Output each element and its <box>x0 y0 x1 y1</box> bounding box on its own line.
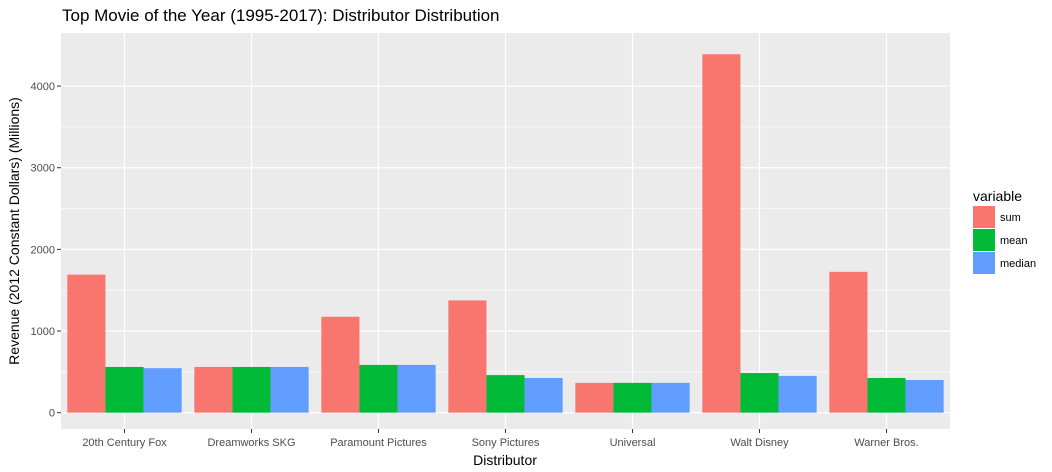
bar-median <box>270 366 309 413</box>
bar-mean <box>232 366 271 413</box>
x-axis-title: Distributor <box>473 452 537 468</box>
bar-mean <box>740 373 779 413</box>
legend-key-median <box>973 252 995 274</box>
legend-label-mean: mean <box>1000 235 1028 247</box>
bar-mean <box>359 364 398 413</box>
legend-key-sum <box>973 206 995 228</box>
x-tick-label: Paramount Pictures <box>330 437 427 449</box>
y-tick-label: 2000 <box>31 244 55 256</box>
bar-sum <box>448 300 487 413</box>
bar-mean <box>867 377 906 413</box>
legend-label-median: median <box>1000 258 1036 270</box>
legend-title: variable <box>973 188 1022 204</box>
chart-title: Top Movie of the Year (1995-2017): Distr… <box>62 6 500 25</box>
bar-median <box>778 375 817 413</box>
x-tick-label: Universal <box>610 437 656 449</box>
y-tick-label: 4000 <box>31 81 55 93</box>
legend-label-sum: sum <box>1000 212 1021 224</box>
bar-sum <box>194 366 233 413</box>
bar-median <box>905 380 944 413</box>
bar-sum <box>829 271 868 413</box>
x-tick-label: 20th Century Fox <box>82 437 167 449</box>
bar-median <box>524 377 563 413</box>
y-axis-title: Revenue (2012 Constant Dollars) (Million… <box>6 97 22 365</box>
bar-mean <box>486 375 525 413</box>
bar-sum <box>321 316 360 413</box>
bar-mean <box>613 382 652 413</box>
bar-mean <box>105 366 144 413</box>
y-tick-label: 3000 <box>31 163 55 175</box>
x-tick-label: Sony Pictures <box>472 437 540 449</box>
y-tick-label: 0 <box>49 408 55 420</box>
x-tick-label: Warner Bros. <box>854 437 918 449</box>
bar-sum <box>67 274 106 413</box>
x-tick-label: Dreamworks SKG <box>207 437 295 449</box>
legend: variable sum mean median <box>973 188 1036 274</box>
x-tick-label: Walt Disney <box>730 437 789 449</box>
legend-key-mean <box>973 229 995 251</box>
bar-sum <box>702 54 741 413</box>
bar-median <box>143 368 182 413</box>
bar-median <box>651 382 690 413</box>
bar-sum <box>575 382 614 413</box>
bar-median <box>397 364 436 413</box>
y-tick-label: 1000 <box>31 326 55 338</box>
